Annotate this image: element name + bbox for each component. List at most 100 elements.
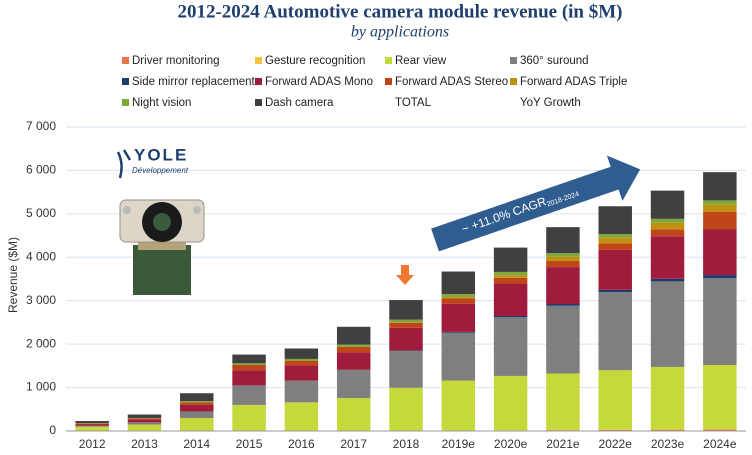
bar-segment (703, 429, 737, 431)
bar-segment (284, 380, 319, 403)
x-tick-label: 2014 (183, 437, 210, 451)
bar-segment (180, 393, 214, 402)
bar-segment (336, 344, 371, 347)
bar-segment (546, 304, 580, 306)
bar-segment (441, 297, 476, 299)
x-tick-label: 2012 (79, 437, 106, 451)
legend-label: Forward ADAS Mono (265, 76, 373, 88)
bar-segment (127, 424, 162, 431)
bar-segment (598, 370, 632, 430)
legend-label: Rear view (395, 55, 447, 67)
bar-segment (284, 360, 319, 366)
logo-name: YOLE (134, 145, 188, 164)
bar-segment (441, 303, 476, 332)
bar-segment (232, 385, 266, 405)
y-tick-label: 7 000 (26, 119, 56, 133)
bar-segment (127, 418, 162, 420)
bar-segment (703, 211, 737, 230)
chart-subtitle: by applications (351, 24, 449, 41)
y-tick-label: 4 000 (26, 249, 56, 263)
legend-label: YoY Growth (520, 97, 581, 109)
bar-segment (232, 363, 266, 365)
y-tick-label: 2 000 (26, 336, 56, 350)
bar-segment (703, 364, 737, 430)
bar-segment (650, 222, 685, 230)
bar-segment (703, 278, 737, 365)
legend-label: 360° suround (520, 55, 589, 67)
bar-segment (336, 397, 371, 431)
bar-segment (389, 322, 423, 328)
bar-segment (180, 417, 214, 431)
bar-segment (650, 281, 685, 367)
bar-segment (598, 429, 632, 431)
bar-segment (389, 319, 423, 323)
bar-segment (493, 275, 528, 278)
legend-swatch (255, 57, 262, 64)
bar-segment (389, 327, 423, 351)
legend-swatch (385, 78, 392, 85)
x-tick-label: 2018 (393, 437, 420, 451)
bar-segment (703, 200, 737, 205)
bar-segment (389, 300, 423, 320)
x-tick-label: 2024e (703, 437, 737, 451)
bar-segment (598, 289, 632, 293)
bar-segment (598, 206, 632, 235)
bar-segment (598, 234, 632, 238)
bar-segment (650, 278, 685, 282)
bar-segment (546, 227, 580, 254)
bar-segment (389, 350, 423, 388)
bar-segment (703, 172, 737, 201)
logo: YOLE Développement (116, 145, 189, 179)
y-tick-label: 1 000 (26, 380, 56, 394)
y-tick-label: 6 000 (26, 163, 56, 177)
bar-segment (493, 247, 528, 272)
camera-illustration (119, 199, 205, 295)
bar-segment (650, 429, 685, 431)
x-tick-label: 2020e (494, 437, 528, 451)
bar-segment (441, 380, 476, 431)
bar-segment (180, 404, 214, 412)
bar-segment (180, 401, 214, 403)
bar-segment (75, 426, 109, 431)
highlight-arrow (396, 265, 414, 285)
bar-segment (232, 370, 266, 386)
bar-segment (180, 402, 214, 405)
bar-segment (389, 387, 423, 431)
bar-segment (546, 253, 580, 257)
bar-segment (598, 237, 632, 244)
legend-swatch (122, 78, 129, 85)
logo-sub: Développement (132, 166, 189, 175)
legend-swatch (122, 57, 129, 64)
x-tick-label: 2021e (546, 437, 580, 451)
y-tick-label: 0 (49, 423, 56, 437)
legend-label: TOTAL (395, 97, 432, 109)
y-tick-label: 5 000 (26, 206, 56, 220)
legend-swatch (122, 99, 129, 106)
legend-label: Forward ADAS Triple (520, 76, 627, 88)
bar-segment (650, 218, 685, 223)
bar-segment (75, 425, 109, 427)
bar-segment (650, 190, 685, 219)
bar-segment (127, 419, 162, 423)
bar-segment (336, 369, 371, 398)
chart-title: 2012-2024 Automotive camera module reven… (177, 1, 622, 22)
bar-segment (493, 277, 528, 284)
bar-segment (650, 236, 685, 279)
bar-segment (546, 256, 580, 262)
bar-segment (441, 294, 476, 298)
bar-segment (441, 332, 476, 381)
bar-segment (180, 411, 214, 418)
legend-swatch (510, 78, 517, 85)
bar-segment (598, 292, 632, 371)
legend-label: Forward ADAS Stereo (395, 76, 508, 88)
legend-label: Gesture recognition (265, 55, 365, 67)
legend-swatch (255, 78, 262, 85)
x-tick-label: 2016 (288, 437, 315, 451)
bar-segment (493, 316, 528, 318)
bar-segment (598, 249, 632, 290)
bar-segment (284, 348, 319, 359)
plot: 0 1 000 2 000 3 000 4 000 5 000 6 000 7 000 Driv… (26, 55, 746, 451)
bar-segment (441, 298, 476, 304)
bar-segment (546, 261, 580, 268)
